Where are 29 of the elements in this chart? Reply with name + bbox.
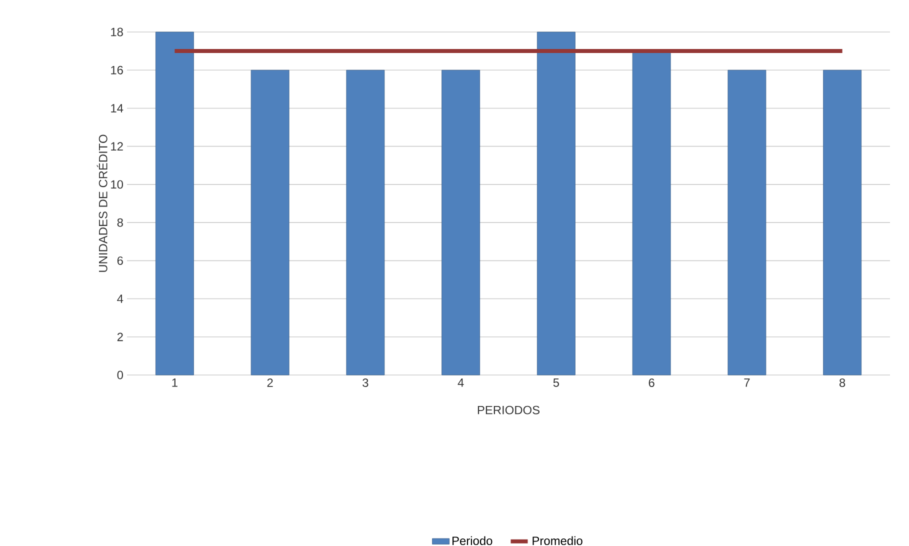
y-tick-label: 12 <box>111 142 123 151</box>
y-tick-label: 18 <box>111 28 123 36</box>
y-tick-label: 10 <box>111 180 124 189</box>
bar <box>250 70 290 376</box>
x-tick-label: 7 <box>744 378 750 387</box>
bar <box>728 70 766 376</box>
bar <box>155 32 194 376</box>
bar <box>536 32 576 376</box>
bar <box>442 70 480 376</box>
legend-label: Periodo <box>452 536 492 546</box>
y-tick-label: 6 <box>117 256 123 265</box>
y-tick-label: 0 <box>117 370 124 380</box>
y-tick-label: 4 <box>117 294 124 303</box>
y-tick-label: 14 <box>111 104 124 112</box>
y-tick-label: 16 <box>111 66 123 74</box>
x-tick-label: 4 <box>458 378 464 387</box>
x-axis-title: PERIODOS <box>478 406 540 414</box>
y-tick-label: 8 <box>117 218 123 227</box>
x-tick-label: 5 <box>553 378 560 387</box>
legend-label: Promedio <box>532 536 582 546</box>
y-axis-title: UNIDADES DE CRÉDITO <box>96 134 108 272</box>
y-tick-label: 2 <box>117 332 123 342</box>
x-tick-label: 8 <box>840 378 846 387</box>
bar <box>823 70 862 376</box>
x-tick-label: 1 <box>172 378 178 387</box>
x-tick-label: 3 <box>362 378 368 387</box>
bar <box>346 70 385 376</box>
x-tick-label: 6 <box>648 378 654 387</box>
x-tick-label: 2 <box>267 378 273 387</box>
